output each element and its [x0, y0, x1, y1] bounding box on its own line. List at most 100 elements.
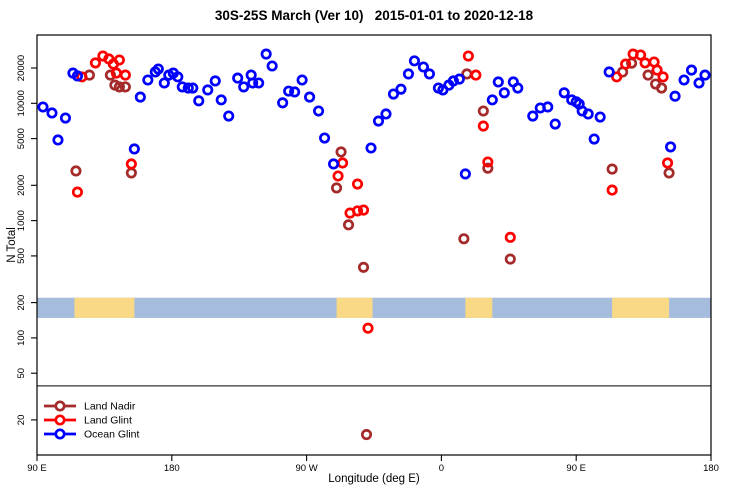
data-point-land-glint [357, 204, 370, 216]
data-point-land-nadir [477, 105, 489, 117]
x-tick-label: 90 E [566, 463, 586, 474]
data-point-ocean-glint [223, 110, 235, 122]
data-point-ocean-glint [142, 74, 154, 86]
data-point-ocean-glint [459, 168, 471, 180]
data-point-land-glint [635, 49, 647, 61]
data-point-land-nadir [360, 429, 373, 441]
data-point-land-nadir [70, 165, 82, 177]
data-point-land-nadir [504, 253, 516, 265]
data-point-ocean-glint [289, 86, 301, 98]
data-point-land-nadir [663, 167, 675, 179]
data-point-ocean-glint [172, 71, 184, 83]
data-point-ocean-glint [365, 142, 377, 154]
data-point-land-glint [657, 71, 669, 83]
data-point-ocean-glint [253, 77, 265, 89]
data-point-ocean-glint [542, 101, 554, 113]
data-point-ocean-glint [59, 112, 72, 124]
data-point-ocean-glint [423, 68, 435, 80]
data-point-ocean-glint [447, 75, 459, 87]
data-point-land-glint [336, 157, 349, 169]
data-point-ocean-glint [665, 141, 677, 153]
data-point-ocean-glint [260, 48, 272, 60]
data-point-ocean-glint [283, 85, 295, 97]
y-tick-label: 200 [16, 295, 27, 311]
data-point-land-glint [662, 157, 674, 169]
data-point-land-nadir [331, 182, 343, 194]
data-point-land-nadir [125, 167, 137, 179]
data-point-ocean-glint [152, 63, 164, 75]
y-tick-label: 10000 [16, 90, 27, 116]
data-point-ocean-glint [594, 111, 606, 123]
data-point-ocean-glint [209, 75, 221, 87]
data-point-land-glint [351, 178, 364, 190]
data-point-ocean-glint [486, 94, 498, 106]
x-tick-label: 0 [439, 463, 444, 474]
data-point-ocean-glint [558, 87, 570, 99]
legend-marker-2 [54, 414, 66, 426]
data-point-land-glint [89, 57, 101, 69]
data-point-ocean-glint [277, 97, 289, 109]
data-point-ocean-glint [134, 91, 146, 103]
data-point-land-glint [620, 58, 632, 70]
data-point-ocean-glint [588, 133, 600, 145]
legend-label-1: Land Nadir [84, 401, 136, 413]
data-point-ocean-glint [402, 68, 414, 80]
data-point-ocean-glint [215, 94, 227, 106]
data-point-ocean-glint [319, 132, 331, 144]
land-band-segment [74, 297, 135, 318]
data-point-ocean-glint [453, 73, 465, 85]
data-point-land-glint [119, 69, 131, 81]
x-tick-label: 90 W [296, 463, 318, 474]
data-point-land-glint [482, 156, 494, 168]
ocean-band [37, 297, 711, 318]
data-point-ocean-glint [328, 158, 340, 170]
plot-border [36, 34, 712, 456]
y-tick-label: 5000 [16, 128, 27, 149]
data-point-ocean-glint [693, 77, 705, 89]
data-point-land-glint [470, 69, 482, 81]
data-point-land-glint [606, 184, 618, 196]
land-band-segment [465, 297, 493, 318]
data-point-ocean-glint [182, 82, 194, 94]
data-point-ocean-glint [304, 91, 316, 103]
legend-label-2: Land Glint [84, 415, 132, 427]
y-axis-title: N Total [6, 227, 18, 263]
data-point-land-glint [504, 231, 516, 243]
data-point-ocean-glint [372, 115, 385, 127]
data-point-ocean-glint [603, 66, 615, 78]
data-point-land-nadir [357, 261, 370, 273]
x-tick-label: 180 [164, 463, 180, 474]
data-point-ocean-glint [387, 88, 400, 100]
data-point-land-glint [611, 71, 623, 83]
data-point-land-glint [76, 71, 88, 83]
data-point-ocean-glint [202, 84, 214, 96]
data-point-land-nadir [342, 219, 355, 231]
chart-title: 30S-25S March (Ver 10) 2015-01-01 to 202… [214, 8, 534, 23]
data-point-ocean-glint [158, 77, 170, 89]
data-point-land-glint [477, 120, 489, 132]
x-tick-label: 90 E [27, 463, 47, 474]
data-point-ocean-glint [527, 110, 539, 122]
y-tick-label: 1000 [16, 210, 27, 231]
data-point-ocean-glint [247, 77, 259, 89]
data-point-ocean-glint [52, 134, 64, 146]
data-point-land-nadir [119, 81, 131, 93]
x-tick-label: 180 [703, 463, 719, 474]
data-point-ocean-glint [417, 61, 429, 73]
data-point-ocean-glint [678, 74, 690, 86]
y-tick-label: 20000 [16, 55, 27, 81]
y-tick-label: 50 [16, 368, 27, 379]
data-point-land-nadir [113, 81, 125, 93]
data-point-land-nadir [335, 146, 347, 158]
land-band-segment [336, 297, 373, 318]
data-point-land-nadir [642, 69, 654, 81]
data-point-land-glint [351, 205, 364, 217]
data-point-land-glint [332, 170, 344, 182]
data-point-land-glint [110, 67, 122, 79]
data-point-ocean-glint [669, 90, 681, 102]
data-point-ocean-glint [238, 81, 250, 93]
data-point-land-glint [113, 54, 125, 66]
y-tick-label: 20 [16, 415, 27, 426]
data-point-ocean-glint [582, 108, 594, 120]
